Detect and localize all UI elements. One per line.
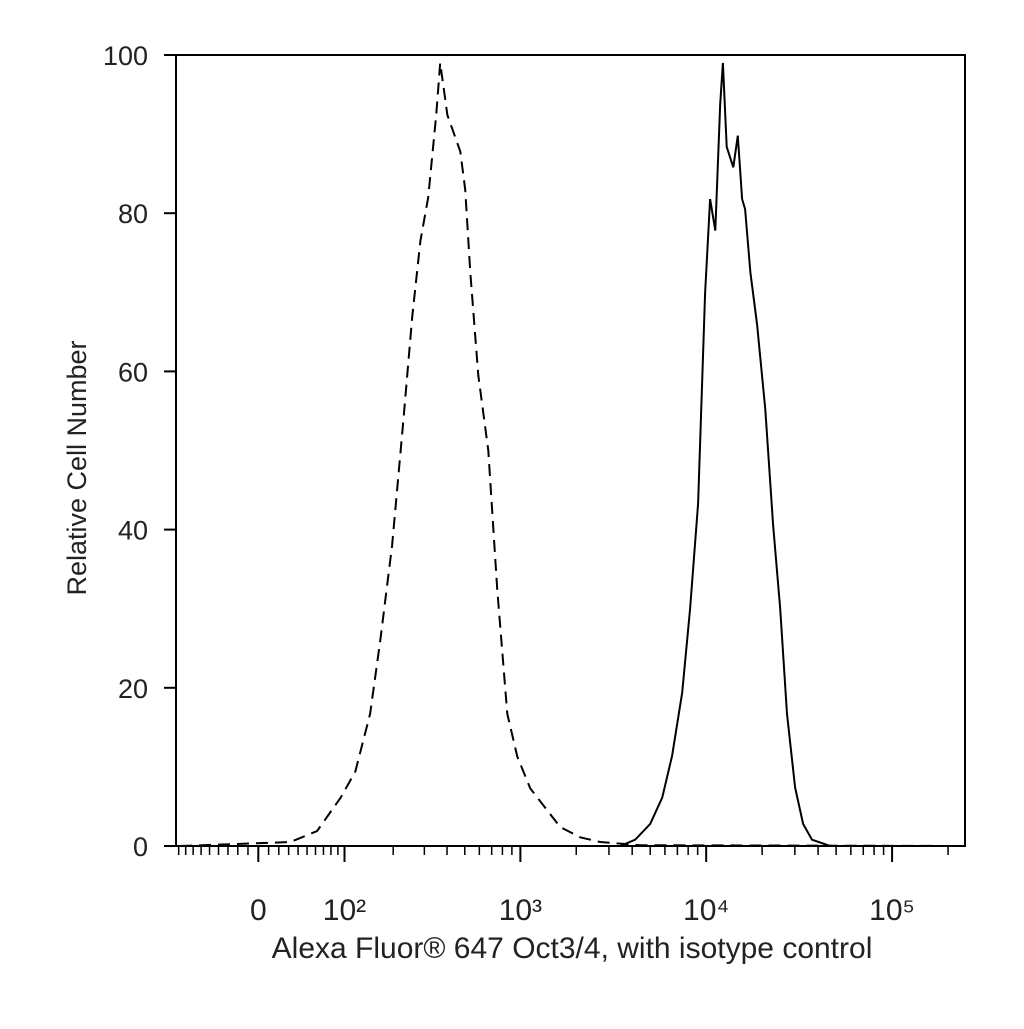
histogram-line: [179, 62, 960, 847]
y-axis-title: Relative Cell Number: [62, 340, 92, 595]
x-tick-label: 10⁵: [869, 894, 915, 927]
histogram-line: [180, 62, 960, 847]
x-tick-label: 10³: [499, 894, 542, 927]
x-tick-label: 0: [250, 894, 267, 927]
y-tick-label: 0: [133, 832, 148, 862]
x-tick-label: 10⁴: [683, 894, 729, 927]
plot-frame: [175, 54, 966, 847]
y-tick-label: 100: [103, 41, 148, 71]
y-tick-label: 20: [118, 674, 148, 704]
y-tick-label: 60: [118, 357, 148, 387]
y-tick-label: 40: [118, 516, 148, 546]
x-tick-label: 10²: [323, 894, 366, 927]
x-axis-title: Alexa Fluor® 647 Oct3/4, with isotype co…: [272, 932, 873, 965]
y-tick-label: 80: [118, 199, 148, 229]
